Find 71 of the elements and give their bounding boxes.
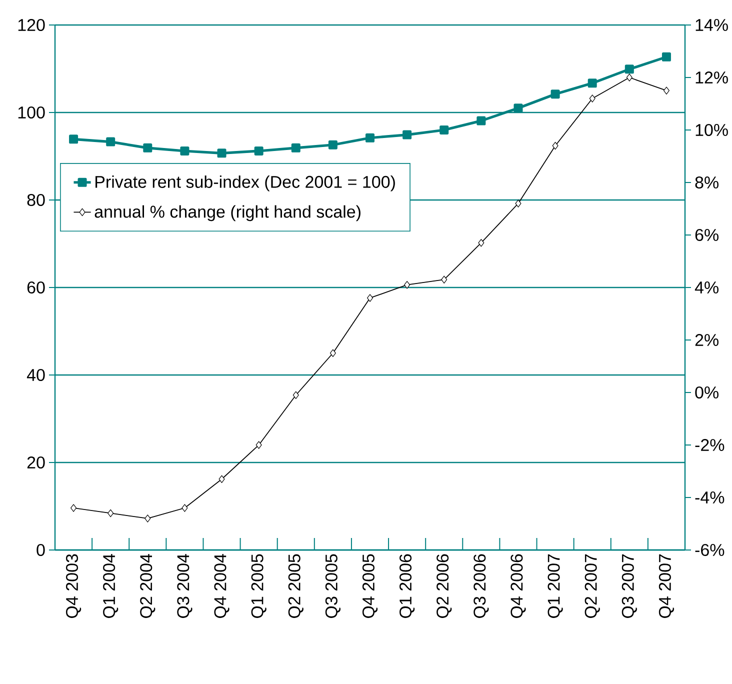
y-tick-label: 60 — [27, 281, 45, 294]
x-tick-label: Q4 2005 — [362, 554, 378, 618]
x-tick-label: Q1 2005 — [251, 554, 266, 618]
point — [552, 142, 558, 150]
point — [217, 148, 226, 158]
point — [476, 116, 486, 126]
y2-tick-label: 8% — [695, 176, 718, 189]
point — [180, 146, 190, 156]
y2-tick-label: 6% — [695, 228, 718, 242]
y2-tick-label: 0% — [695, 386, 718, 399]
point — [515, 200, 522, 208]
point — [256, 441, 262, 449]
y2-tick-label: -6% — [695, 544, 724, 556]
legend-label: annual % change (right hand scale) — [94, 205, 360, 222]
point — [367, 294, 373, 302]
y-tick-label: 100 — [18, 106, 45, 119]
x-tick-label: Q1 2006 — [400, 554, 415, 618]
x-tick-label: Q3 2004 — [177, 554, 192, 618]
point — [254, 146, 264, 156]
x-tick-label: Q2 2006 — [436, 554, 452, 618]
point — [404, 280, 410, 289]
x-tick-label: Q4 2003 — [66, 554, 82, 618]
point — [478, 238, 484, 247]
point — [144, 514, 151, 522]
point — [589, 94, 596, 102]
point — [402, 130, 412, 140]
point — [624, 64, 634, 74]
point — [441, 276, 448, 284]
legend-label: Private rent sub-index (Dec 2001 = 100) — [96, 175, 395, 192]
point — [662, 52, 671, 62]
x-tick-label: Q3 2006 — [474, 554, 489, 618]
y-tick-label: 120 — [18, 18, 45, 32]
point — [70, 504, 77, 512]
point — [440, 125, 449, 134]
point — [106, 137, 116, 146]
y-tick-label: 0 — [36, 544, 45, 556]
point — [291, 143, 300, 152]
y2-tick-label: 10% — [696, 124, 728, 136]
y2-tick-label: -2% — [695, 438, 724, 451]
point — [69, 134, 78, 144]
y2-tick-label: 12% — [696, 72, 728, 84]
x-tick-label: Q3 2005 — [325, 554, 340, 618]
y2-tick-label: 4% — [694, 282, 718, 294]
point — [588, 78, 597, 88]
x-tick-label: Q2 2005 — [288, 554, 304, 618]
point — [143, 143, 152, 152]
x-tick-label: Q2 2004 — [140, 554, 156, 618]
y2-tick-label: 2% — [695, 334, 718, 346]
point — [514, 104, 523, 113]
y-tick-label: 40 — [26, 368, 45, 382]
point — [328, 140, 338, 150]
x-tick-label: Q1 2007 — [548, 554, 563, 618]
point — [108, 509, 114, 518]
y2-tick-label: -4% — [695, 492, 724, 504]
point — [218, 475, 225, 484]
x-tick-label: Q4 2006 — [510, 554, 526, 618]
point — [626, 74, 632, 82]
x-tick-label: Q4 2007 — [658, 554, 674, 618]
x-tick-label: Q3 2007 — [622, 554, 637, 618]
x-tick-label: Q4 2004 — [214, 554, 230, 618]
point — [182, 504, 188, 512]
y2-tick-label: 14% — [696, 19, 728, 31]
point — [292, 391, 299, 400]
y-tick-label: 20 — [27, 456, 45, 469]
point — [663, 86, 670, 95]
point — [550, 90, 560, 99]
point — [366, 133, 374, 142]
x-tick-label: Q1 2004 — [103, 554, 118, 618]
x-tick-label: Q2 2007 — [584, 554, 600, 618]
point — [330, 349, 336, 358]
y-tick-label: 80 — [27, 194, 45, 206]
